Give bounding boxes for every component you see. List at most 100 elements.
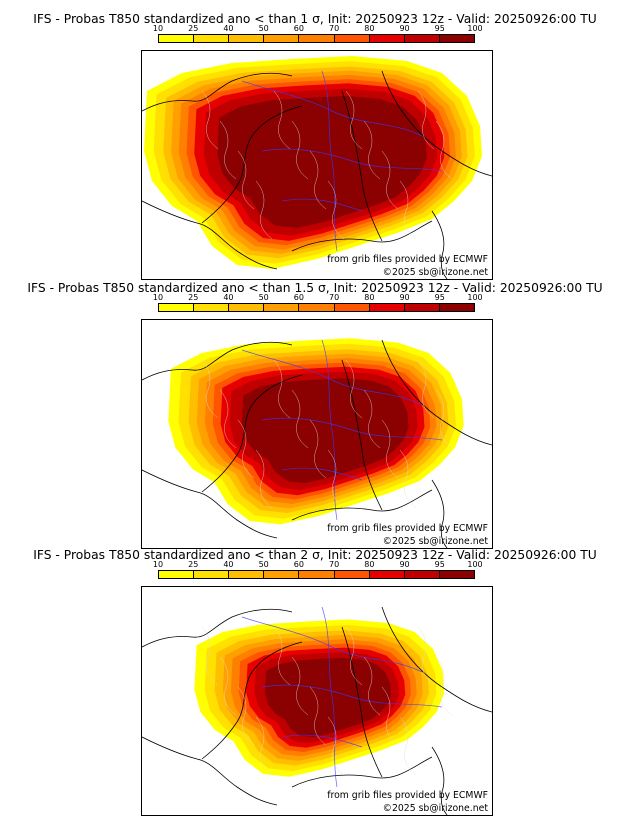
river-border-line	[281, 734, 363, 748]
admin-boundary	[399, 716, 417, 776]
colorbar-tick-label: 90	[399, 293, 410, 302]
colorbar-tick-label: 40	[223, 24, 234, 33]
panel-title: IFS - Probas T850 standardized ano < tha…	[27, 281, 603, 295]
colorbar-segment	[404, 304, 440, 311]
map-panel-1: IFS - Probas T850 standardized ano < tha…	[0, 12, 630, 280]
map-panel-2: IFS - Probas T850 standardized ano < tha…	[0, 281, 630, 549]
colorbar-segment	[369, 304, 405, 311]
admin-boundary	[327, 449, 345, 509]
river-border-line	[281, 467, 363, 481]
colorbar-segment	[299, 571, 335, 578]
admin-boundary	[201, 90, 219, 150]
colorbar-segment	[229, 304, 265, 311]
coastline	[381, 606, 492, 713]
colorbar-ticks: 10 25 40 50 60 70 80 90 95 100	[153, 293, 483, 302]
probability-map: from grib files provided by ECMWF ©2025 …	[141, 50, 493, 280]
admin-boundary	[255, 180, 273, 240]
river-border-line	[261, 684, 443, 708]
admin-boundary	[219, 120, 237, 180]
colorbar-tick-label: 80	[364, 293, 375, 302]
map-canvas	[142, 587, 492, 815]
probability-map: from grib files provided by ECMWF ©2025 …	[141, 586, 493, 816]
coastline	[142, 469, 278, 539]
map-panel-3: IFS - Probas T850 standardized ano < tha…	[0, 548, 630, 816]
coastline	[201, 641, 303, 760]
colorbar-segment	[194, 571, 230, 578]
colorbar-segment	[439, 35, 474, 42]
admin-boundary	[309, 686, 327, 746]
admin-boundary	[237, 150, 255, 210]
probability-contour	[265, 657, 392, 738]
colorbar-tick-label: 100	[467, 293, 483, 302]
colorbar-tick-label: 50	[258, 293, 269, 302]
copyright-credit: ©2025 sb@irizone.net	[382, 267, 488, 278]
coastline	[142, 736, 278, 806]
admin-boundary	[219, 389, 237, 449]
colorbar-segment	[334, 304, 370, 311]
river-border-line	[261, 148, 443, 172]
colorbar-tick-label: 80	[364, 24, 375, 33]
panel-title: IFS - Probas T850 standardized ano < tha…	[33, 548, 597, 562]
coastline	[341, 90, 383, 242]
colorbar-tick-label: 25	[188, 24, 199, 33]
colorbar-segment	[229, 571, 265, 578]
colorbar-tick-label: 70	[329, 24, 340, 33]
admin-boundary	[435, 120, 453, 180]
coastline	[291, 489, 433, 521]
colorbar-tick-label: 25	[188, 560, 199, 569]
colorbar-segment	[229, 35, 265, 42]
colorbar	[158, 303, 475, 312]
admin-boundary	[291, 656, 309, 716]
colorbar-segment	[194, 304, 230, 311]
colorbar-tick-label: 10	[152, 24, 164, 33]
colorbar-segment	[299, 35, 335, 42]
colorbar-segment	[299, 304, 335, 311]
admin-boundary	[345, 359, 363, 419]
admin-boundary	[255, 716, 273, 776]
colorbar-ticks: 10 25 40 50 60 70 80 90 95 100	[153, 24, 483, 33]
admin-boundary	[291, 389, 309, 449]
admin-boundary	[327, 180, 345, 240]
probability-map: from grib files provided by ECMWF ©2025 …	[141, 319, 493, 549]
colorbar-tick-label: 70	[329, 560, 340, 569]
coastline	[142, 608, 293, 648]
colorbar-ticks: 10 25 40 50 60 70 80 90 95 100	[153, 560, 483, 569]
colorbar-segment	[439, 304, 474, 311]
admin-boundary	[237, 419, 255, 479]
colorbar-segment	[264, 571, 300, 578]
admin-boundary	[399, 180, 417, 240]
colorbar-tick-label: 80	[364, 560, 375, 569]
coastline	[381, 339, 492, 446]
colorbar-tick-label: 60	[293, 24, 304, 33]
probability-contour	[217, 95, 427, 229]
admin-boundary	[201, 626, 219, 686]
source-credit: from grib files provided by ECMWF	[327, 523, 488, 534]
copyright-credit: ©2025 sb@irizone.net	[382, 803, 488, 814]
admin-boundary	[327, 716, 345, 776]
colorbar	[158, 34, 475, 43]
colorbar-tick-label: 40	[223, 560, 234, 569]
admin-boundary	[399, 449, 417, 509]
colorbar-tick-label: 40	[223, 293, 234, 302]
panel-title: IFS - Probas T850 standardized ano < tha…	[33, 12, 597, 26]
colorbar-segment	[159, 304, 195, 311]
coastline	[431, 479, 448, 548]
river-border-line	[241, 80, 423, 137]
colorbar-segment	[334, 571, 370, 578]
coastline	[291, 756, 433, 788]
admin-boundary	[417, 626, 435, 686]
colorbar-segment	[404, 571, 440, 578]
admin-boundary	[273, 90, 291, 150]
river-border-line	[241, 349, 423, 406]
colorbar-segment	[334, 35, 370, 42]
colorbar-tick-label: 50	[258, 24, 269, 33]
admin-boundary	[273, 626, 291, 686]
source-credit: from grib files provided by ECMWF	[327, 254, 488, 265]
admin-boundary	[273, 359, 291, 419]
colorbar-tick-label: 10	[152, 560, 164, 569]
colorbar-tick-label: 100	[467, 24, 483, 33]
colorbar-segment	[264, 35, 300, 42]
admin-boundary	[345, 626, 363, 686]
coastline	[291, 220, 433, 252]
admin-boundary	[417, 90, 435, 150]
